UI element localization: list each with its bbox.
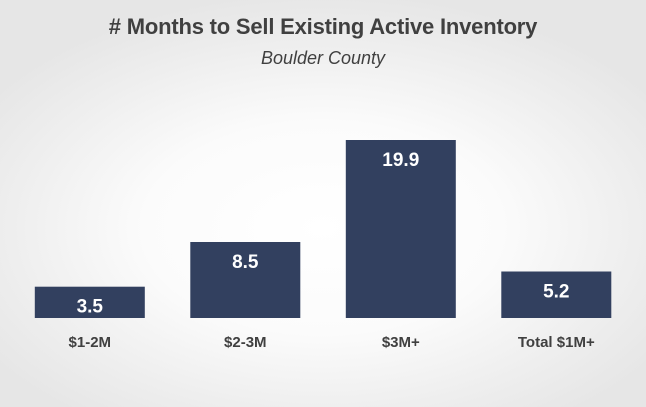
chart-subtitle: Boulder County (260, 48, 386, 68)
value-label-total-1m: 5.2 (543, 282, 569, 303)
chart-title: # Months to Sell Existing Active Invento… (108, 14, 538, 39)
bar-1-2m (34, 286, 145, 318)
value-label-3m: 19.9 (382, 150, 419, 171)
bar-3m (345, 140, 456, 318)
category-label-1-2m: $1-2M (69, 334, 112, 351)
bar-total-1m (501, 271, 612, 318)
value-label-1-2m: 3.5 (77, 297, 104, 318)
bar-2-3m (190, 242, 301, 318)
value-label-2-3m: 8.5 (232, 252, 259, 273)
category-label-total-1m: Total $1M+ (518, 334, 595, 351)
category-label-3m: $3M+ (382, 334, 420, 351)
category-label-2-3m: $2-3M (224, 334, 267, 351)
